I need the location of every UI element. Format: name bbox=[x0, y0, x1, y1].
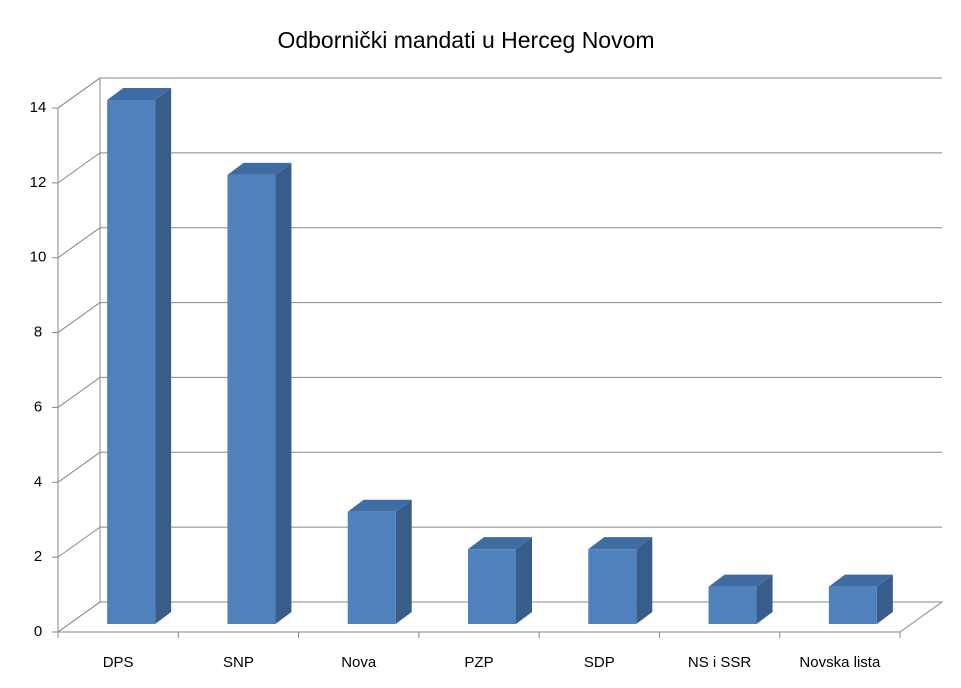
x-tick-label: SNP bbox=[223, 654, 254, 671]
bar-group bbox=[708, 574, 773, 624]
bar-side bbox=[516, 537, 532, 624]
y-tick-label: 10 bbox=[30, 249, 47, 266]
bar-side bbox=[395, 499, 412, 624]
bar-side bbox=[275, 162, 292, 624]
bar bbox=[708, 586, 757, 624]
axis-wall bbox=[57, 77, 101, 633]
grid-line bbox=[57, 526, 101, 558]
x-tick-label: Nova bbox=[341, 654, 377, 671]
x-tick-label: NS i SSR bbox=[688, 654, 752, 671]
y-tick-label: 6 bbox=[34, 398, 42, 415]
bar-group bbox=[588, 537, 653, 624]
grid-line bbox=[57, 77, 101, 109]
grid-line bbox=[57, 302, 101, 333]
bar-top bbox=[828, 574, 893, 587]
grid-line bbox=[57, 227, 101, 259]
bar-group bbox=[828, 574, 893, 624]
chart-title: Odbornički mandati u Herceg Novom bbox=[277, 27, 654, 53]
x-tick-label: PZP bbox=[464, 654, 493, 671]
bar-group bbox=[468, 537, 532, 624]
grid-line bbox=[57, 152, 101, 184]
y-tick-label: 4 bbox=[34, 473, 42, 490]
bar-top bbox=[588, 537, 653, 550]
grid-line bbox=[57, 377, 101, 408]
grid-line bbox=[57, 601, 101, 633]
bar bbox=[828, 586, 877, 624]
bar-group bbox=[227, 162, 292, 624]
bar bbox=[227, 174, 276, 624]
bar bbox=[468, 549, 516, 624]
x-tick-label: Novska lista bbox=[799, 654, 881, 671]
bar-top bbox=[227, 162, 292, 175]
bar-top bbox=[347, 499, 412, 512]
bar-top bbox=[468, 537, 532, 550]
y-tick-label: 12 bbox=[30, 174, 47, 191]
bar-side bbox=[155, 88, 172, 624]
bar-side bbox=[636, 537, 653, 624]
bar-group bbox=[107, 88, 172, 624]
bar-side bbox=[756, 574, 773, 624]
bar-top bbox=[107, 88, 172, 100]
bar-top bbox=[708, 574, 773, 587]
x-tick-label: SDP bbox=[584, 654, 615, 671]
bar bbox=[588, 549, 637, 624]
bar-side bbox=[876, 574, 893, 624]
y-tick-label: 0 bbox=[34, 623, 42, 640]
y-tick-label: 8 bbox=[34, 324, 42, 341]
y-tick-label: 14 bbox=[30, 99, 47, 116]
x-tick-label: DPS bbox=[103, 654, 134, 671]
bar bbox=[107, 100, 156, 624]
bar bbox=[347, 511, 396, 624]
bar-group bbox=[347, 499, 412, 624]
grid-line bbox=[57, 451, 101, 483]
y-tick-label: 2 bbox=[34, 548, 42, 565]
